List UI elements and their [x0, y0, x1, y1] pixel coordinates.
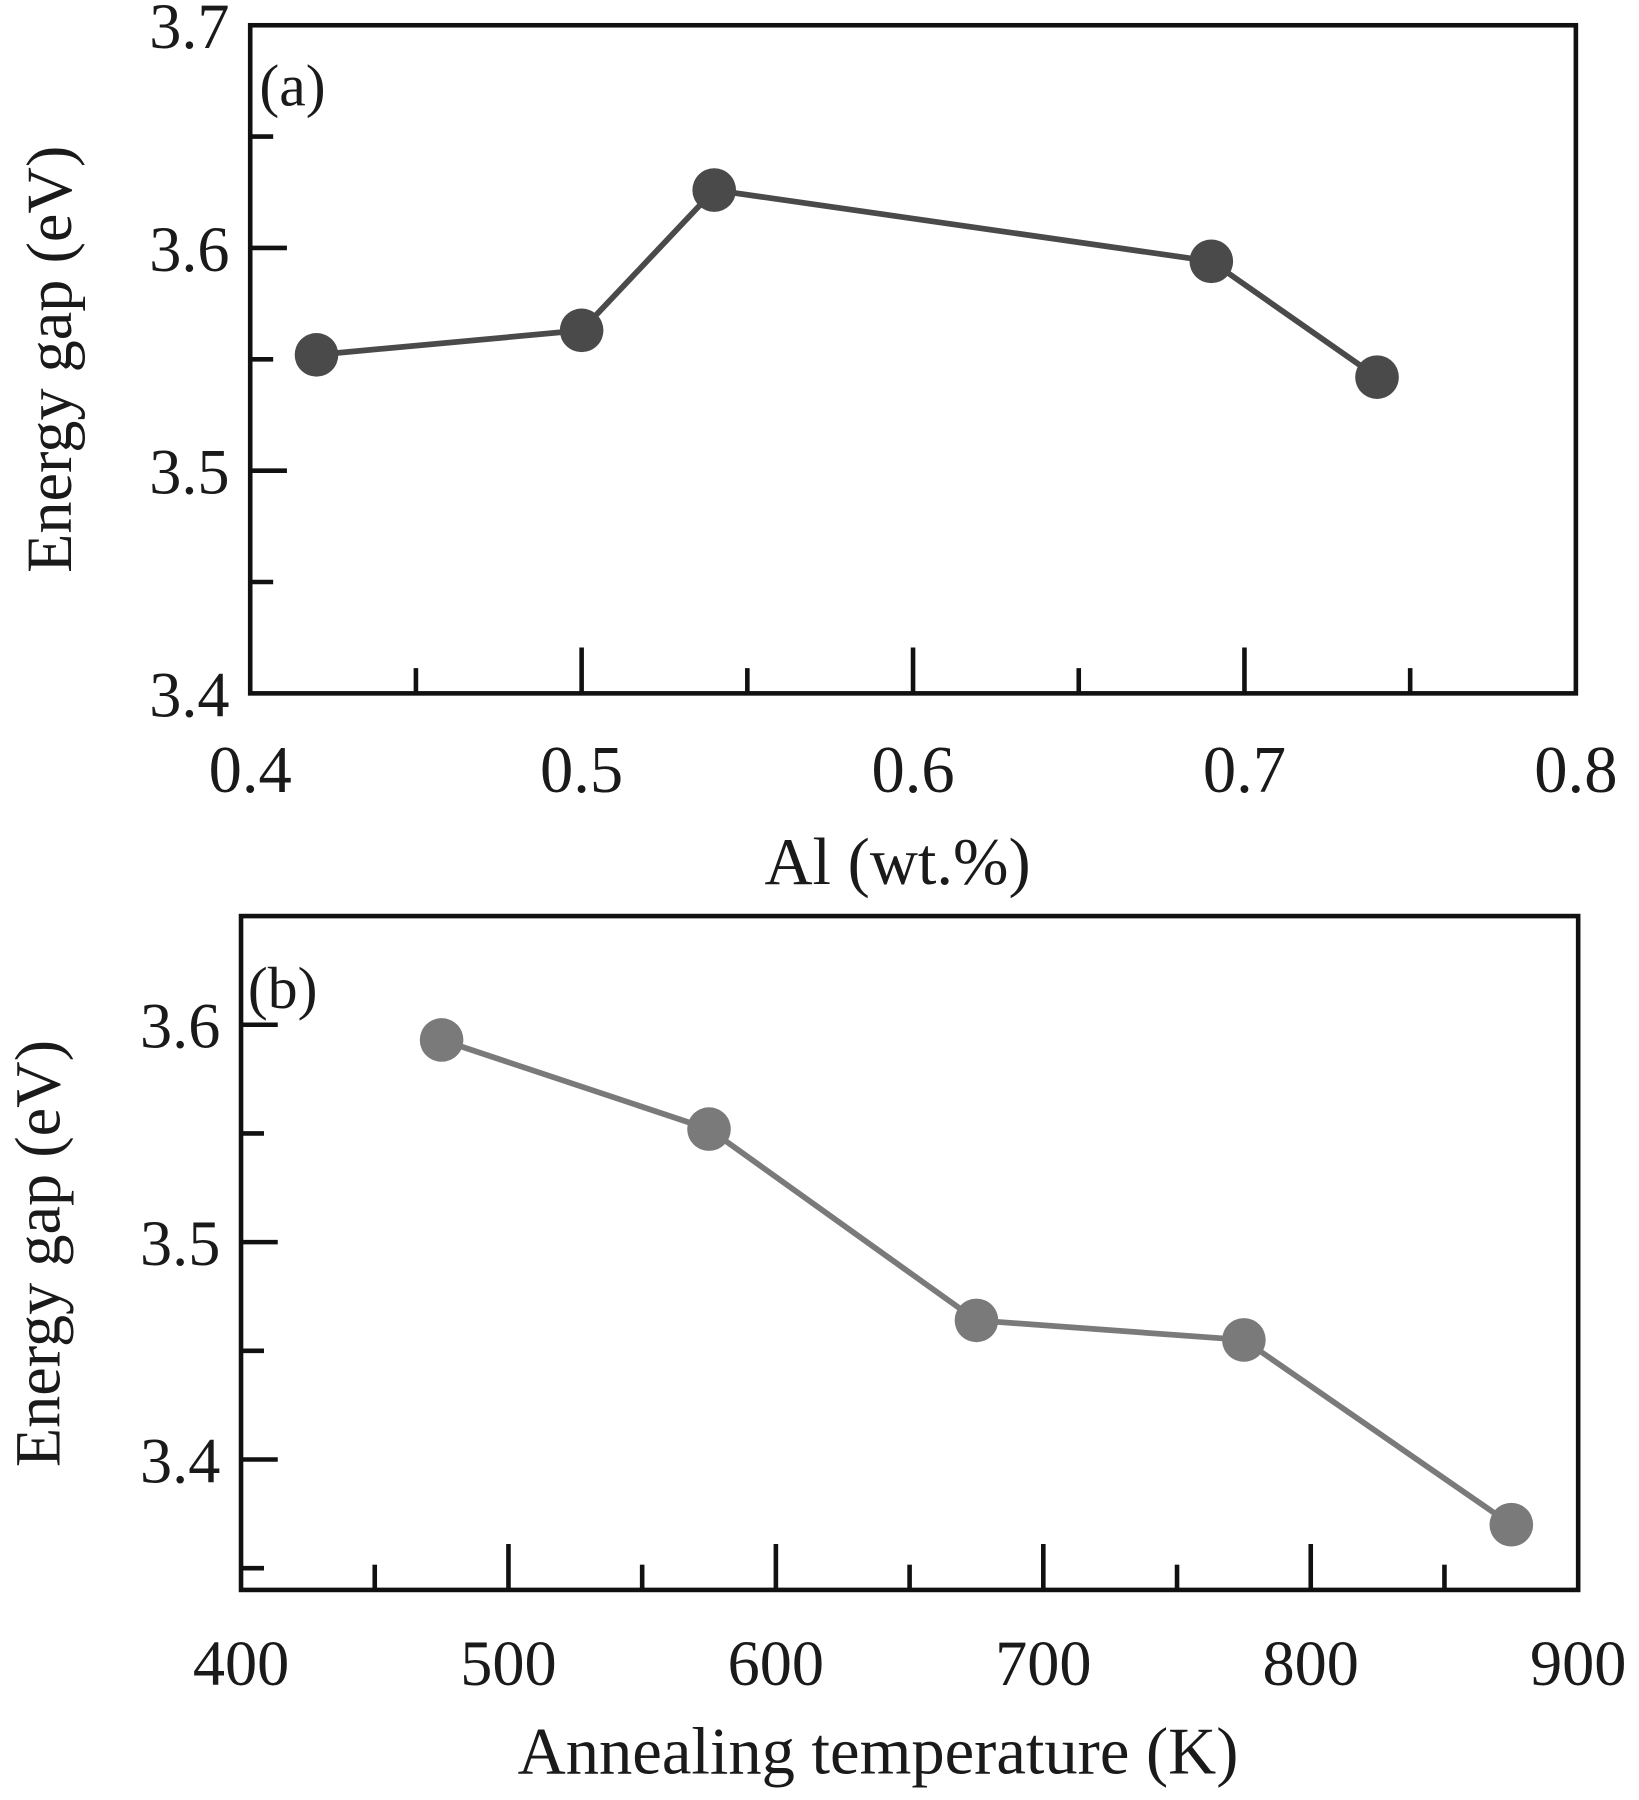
panel-b-xlabel: Annealing temperature (K)	[518, 1716, 1239, 1789]
y-tick-label: 3.6	[140, 991, 220, 1062]
x-tick-label: 0.6	[871, 734, 954, 807]
panel-b-label: (b)	[248, 955, 318, 1021]
y-tick-label: 3.7	[149, 0, 229, 62]
y-tick-label: 3.4	[149, 659, 229, 730]
y-tick-label: 3.4	[140, 1425, 220, 1496]
x-tick-label: 800	[1263, 1628, 1359, 1699]
data-point-marker	[692, 168, 737, 212]
data-point-marker	[1489, 1502, 1534, 1547]
data-point-marker	[1189, 239, 1234, 284]
x-tick-label: 0.5	[540, 734, 623, 807]
x-tick-label: 900	[1530, 1628, 1626, 1699]
panel-a-xlabel: Al (wt.%)	[764, 826, 1030, 899]
panel-a-ylabel: Energy gap (eV)	[14, 146, 85, 573]
panel-a: 0.4 0.5 0.6 0.7 0.8 3.4 3.5 3.6 3.7 (a) Al (wt.%…	[14, 0, 1617, 899]
x-tick-label: 0.4	[209, 734, 292, 807]
x-tick-label: 400	[193, 1628, 289, 1699]
x-tick-label: 0.7	[1203, 734, 1286, 807]
panel-a-ticks	[250, 134, 1413, 694]
panel-b-data-points	[419, 1018, 1534, 1547]
y-tick-label: 3.5	[140, 1208, 220, 1279]
panel-b-frame	[238, 913, 1581, 1593]
data-point-marker	[1222, 1318, 1266, 1362]
y-tick-label: 3.6	[149, 214, 229, 285]
x-tick-label: 600	[728, 1628, 824, 1699]
data-point-marker	[1355, 355, 1399, 399]
x-tick-label: 500	[460, 1628, 556, 1699]
x-tick-label: 700	[995, 1628, 1091, 1699]
panel-a-label: (a)	[259, 53, 325, 119]
panel-b: 400 500 600 700 800 900 3.4 3.5 3.6 (b) Annealin…	[3, 913, 1626, 1789]
data-point-marker	[559, 308, 604, 353]
x-tick-label: 0.8	[1534, 734, 1617, 807]
panel-a-data-points	[294, 168, 1399, 399]
data-point-marker	[294, 333, 339, 377]
panel-b-ylabel: Energy gap (eV)	[3, 1040, 74, 1467]
panel-b-ticks	[241, 1022, 1447, 1590]
data-point-marker	[687, 1107, 731, 1151]
data-point-marker	[419, 1018, 464, 1062]
y-tick-label: 3.5	[149, 437, 229, 508]
panel-a-tick-labels: 0.4 0.5 0.6 0.7 0.8 3.4 3.5 3.6 3.7	[149, 0, 1617, 807]
data-point-marker	[954, 1298, 999, 1343]
panel-b-tick-labels: 400 500 600 700 800 900 3.4 3.5 3.6	[140, 991, 1626, 1699]
